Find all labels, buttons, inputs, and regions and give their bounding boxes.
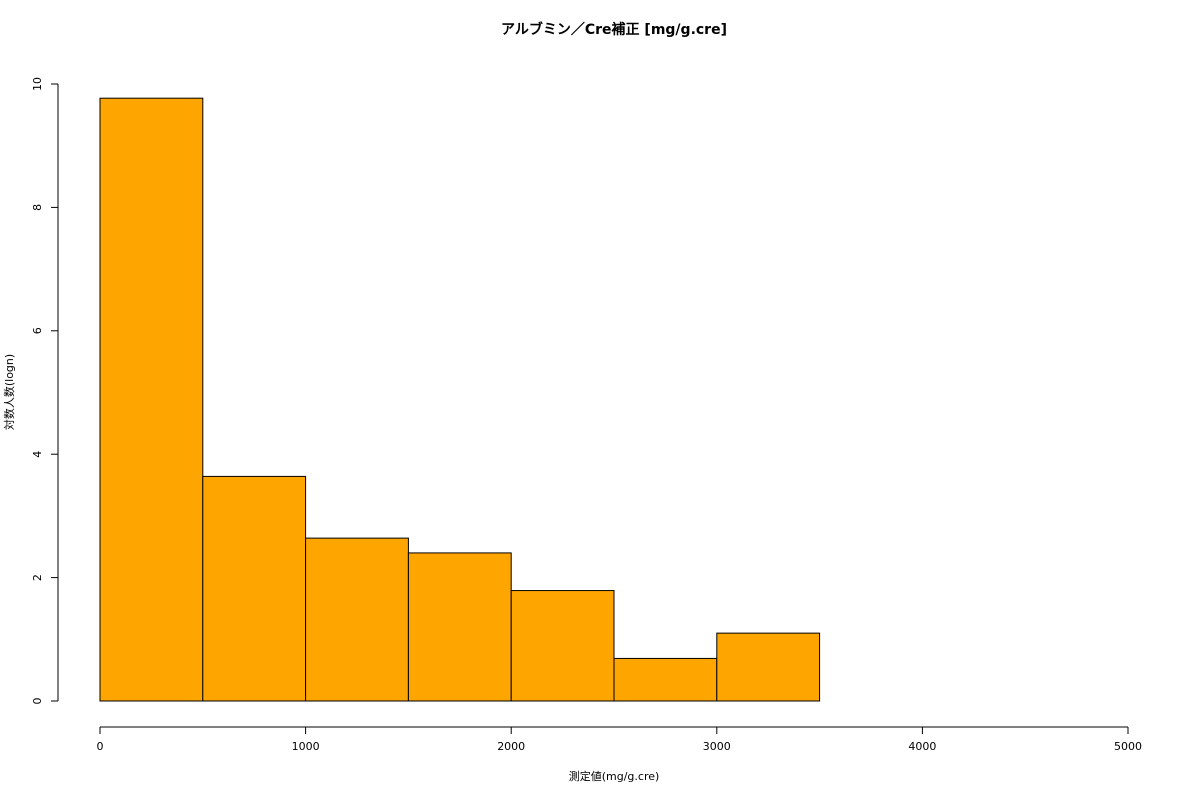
x-tick-label: 0 (97, 740, 104, 753)
chart-title: アルブミン／Cre補正 [mg/g.cre] (501, 21, 727, 38)
y-tick-label: 8 (31, 204, 44, 211)
bar (407, 552, 512, 702)
y-tick-label: 2 (31, 574, 44, 581)
bar (510, 590, 615, 702)
x-tick-label: 4000 (908, 740, 936, 753)
x-tick-label: 5000 (1114, 740, 1142, 753)
bar (716, 632, 821, 702)
y-axis-label: 対数人数(logn) (2, 354, 16, 430)
y-tick-label: 6 (31, 327, 44, 334)
x-tick-label: 1000 (292, 740, 320, 753)
y-tick-label: 4 (31, 451, 44, 458)
y-tick-label: 10 (31, 77, 44, 91)
bar (613, 657, 718, 702)
bar (305, 537, 409, 702)
bar (202, 475, 307, 702)
x-tick-label: 2000 (497, 740, 525, 753)
x-axis-label: 測定値(mg/g.cre) (569, 769, 660, 783)
y-tick-label: 0 (31, 698, 44, 705)
x-tick-label: 3000 (703, 740, 731, 753)
bar (99, 97, 204, 702)
